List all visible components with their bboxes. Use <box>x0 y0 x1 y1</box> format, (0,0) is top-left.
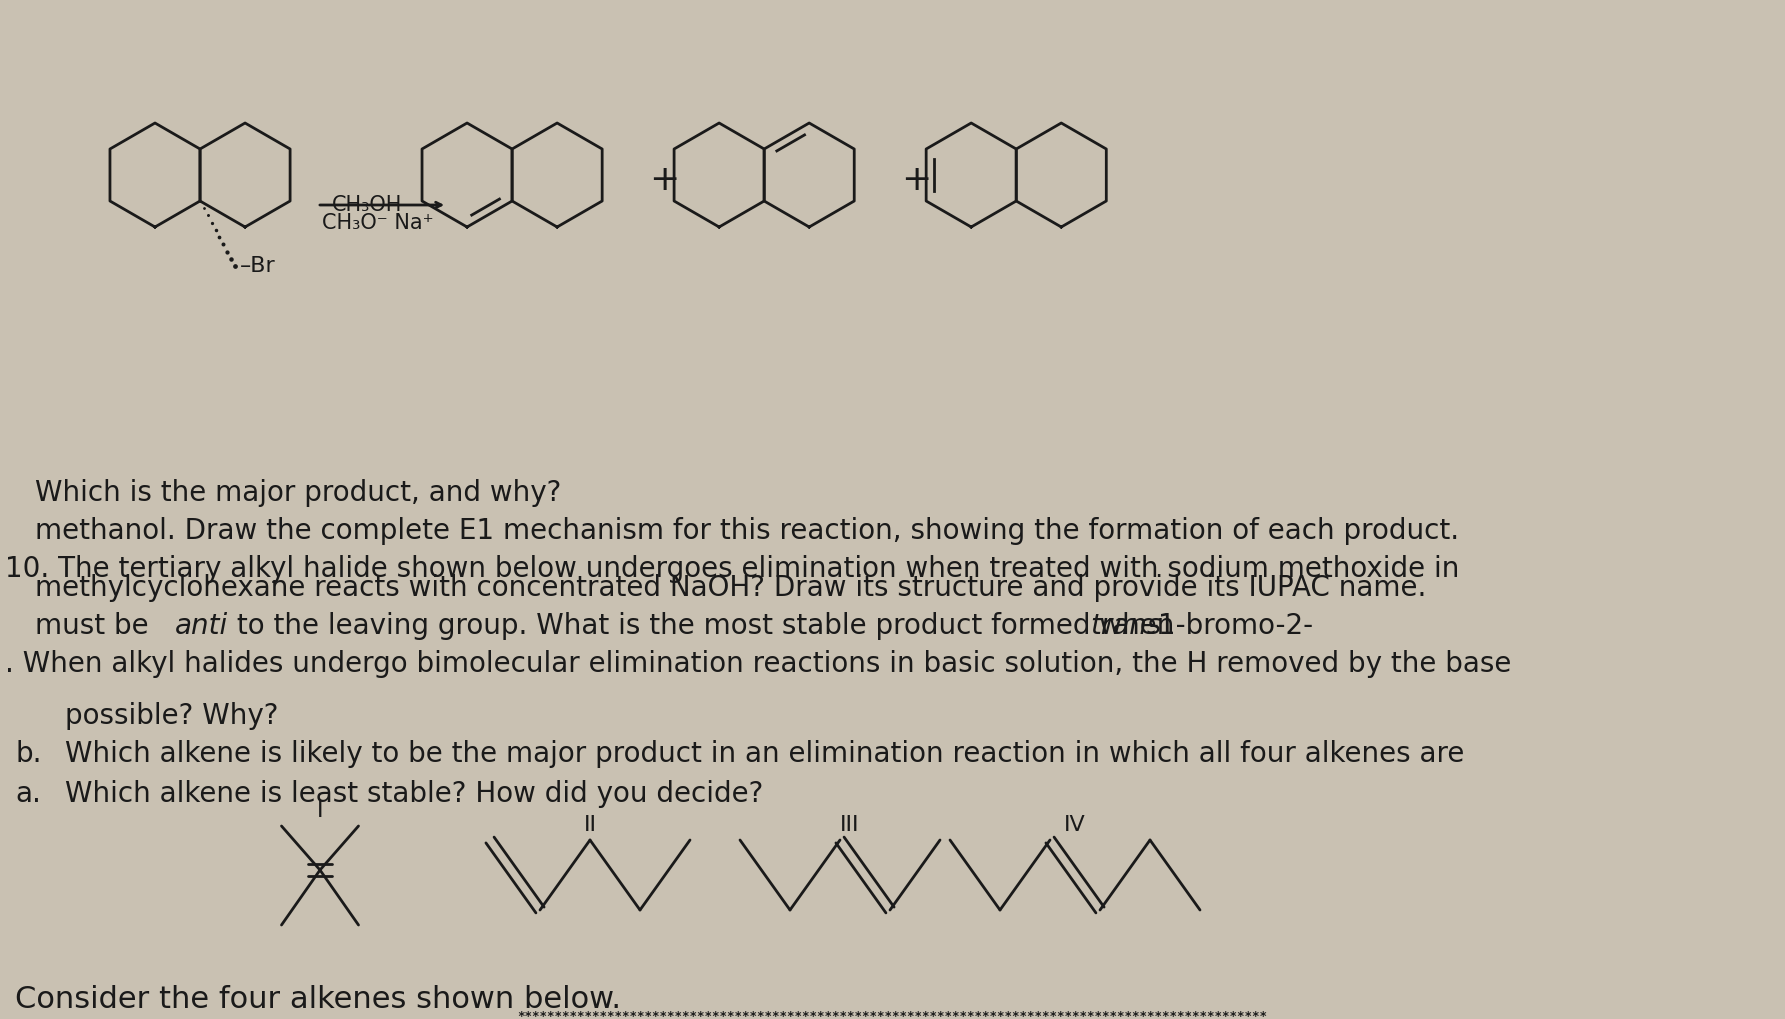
Text: Which alkene is likely to be the major product in an elimination reaction in whi: Which alkene is likely to be the major p… <box>64 740 1464 768</box>
Text: to the leaving group. What is the most stable product formed when: to the leaving group. What is the most s… <box>228 612 1183 640</box>
Text: methanol. Draw the complete E1 mechanism for this reaction, showing the formatio: methanol. Draw the complete E1 mechanism… <box>36 517 1458 545</box>
Text: 10. The tertiary alkyl halide shown below undergoes elimination when treated wit: 10. The tertiary alkyl halide shown belo… <box>5 555 1460 583</box>
Text: anti: anti <box>175 612 228 640</box>
Text: must be: must be <box>36 612 157 640</box>
Text: +: + <box>901 163 932 197</box>
Text: III: III <box>841 815 860 835</box>
Text: b.: b. <box>14 740 41 768</box>
Text: Which is the major product, and why?: Which is the major product, and why? <box>36 479 560 507</box>
Text: Which alkene is least stable? How did you decide?: Which alkene is least stable? How did yo… <box>64 780 764 808</box>
Text: IV: IV <box>1064 815 1085 835</box>
Text: ********************************************************************************: ****************************************… <box>518 1010 1267 1019</box>
Text: possible? Why?: possible? Why? <box>64 702 278 730</box>
Text: CH₃O⁻ Na⁺: CH₃O⁻ Na⁺ <box>321 213 434 233</box>
Text: +: + <box>650 163 680 197</box>
Text: . When alkyl halides undergo bimolecular elimination reactions in basic solution: . When alkyl halides undergo bimolecular… <box>5 650 1512 678</box>
Text: I: I <box>316 801 323 821</box>
Text: –Br: –Br <box>239 256 277 276</box>
Text: Consider the four alkenes shown below.: Consider the four alkenes shown below. <box>14 985 621 1014</box>
Text: -1-bromo-2-: -1-bromo-2- <box>1150 612 1314 640</box>
Text: trans: trans <box>1091 612 1162 640</box>
Text: CH₃OH: CH₃OH <box>332 195 402 215</box>
Text: a.: a. <box>14 780 41 808</box>
Text: II: II <box>584 815 596 835</box>
Text: methylcyclohexane reacts with concentrated NaOH? Draw its structure and provide : methylcyclohexane reacts with concentrat… <box>36 574 1426 602</box>
